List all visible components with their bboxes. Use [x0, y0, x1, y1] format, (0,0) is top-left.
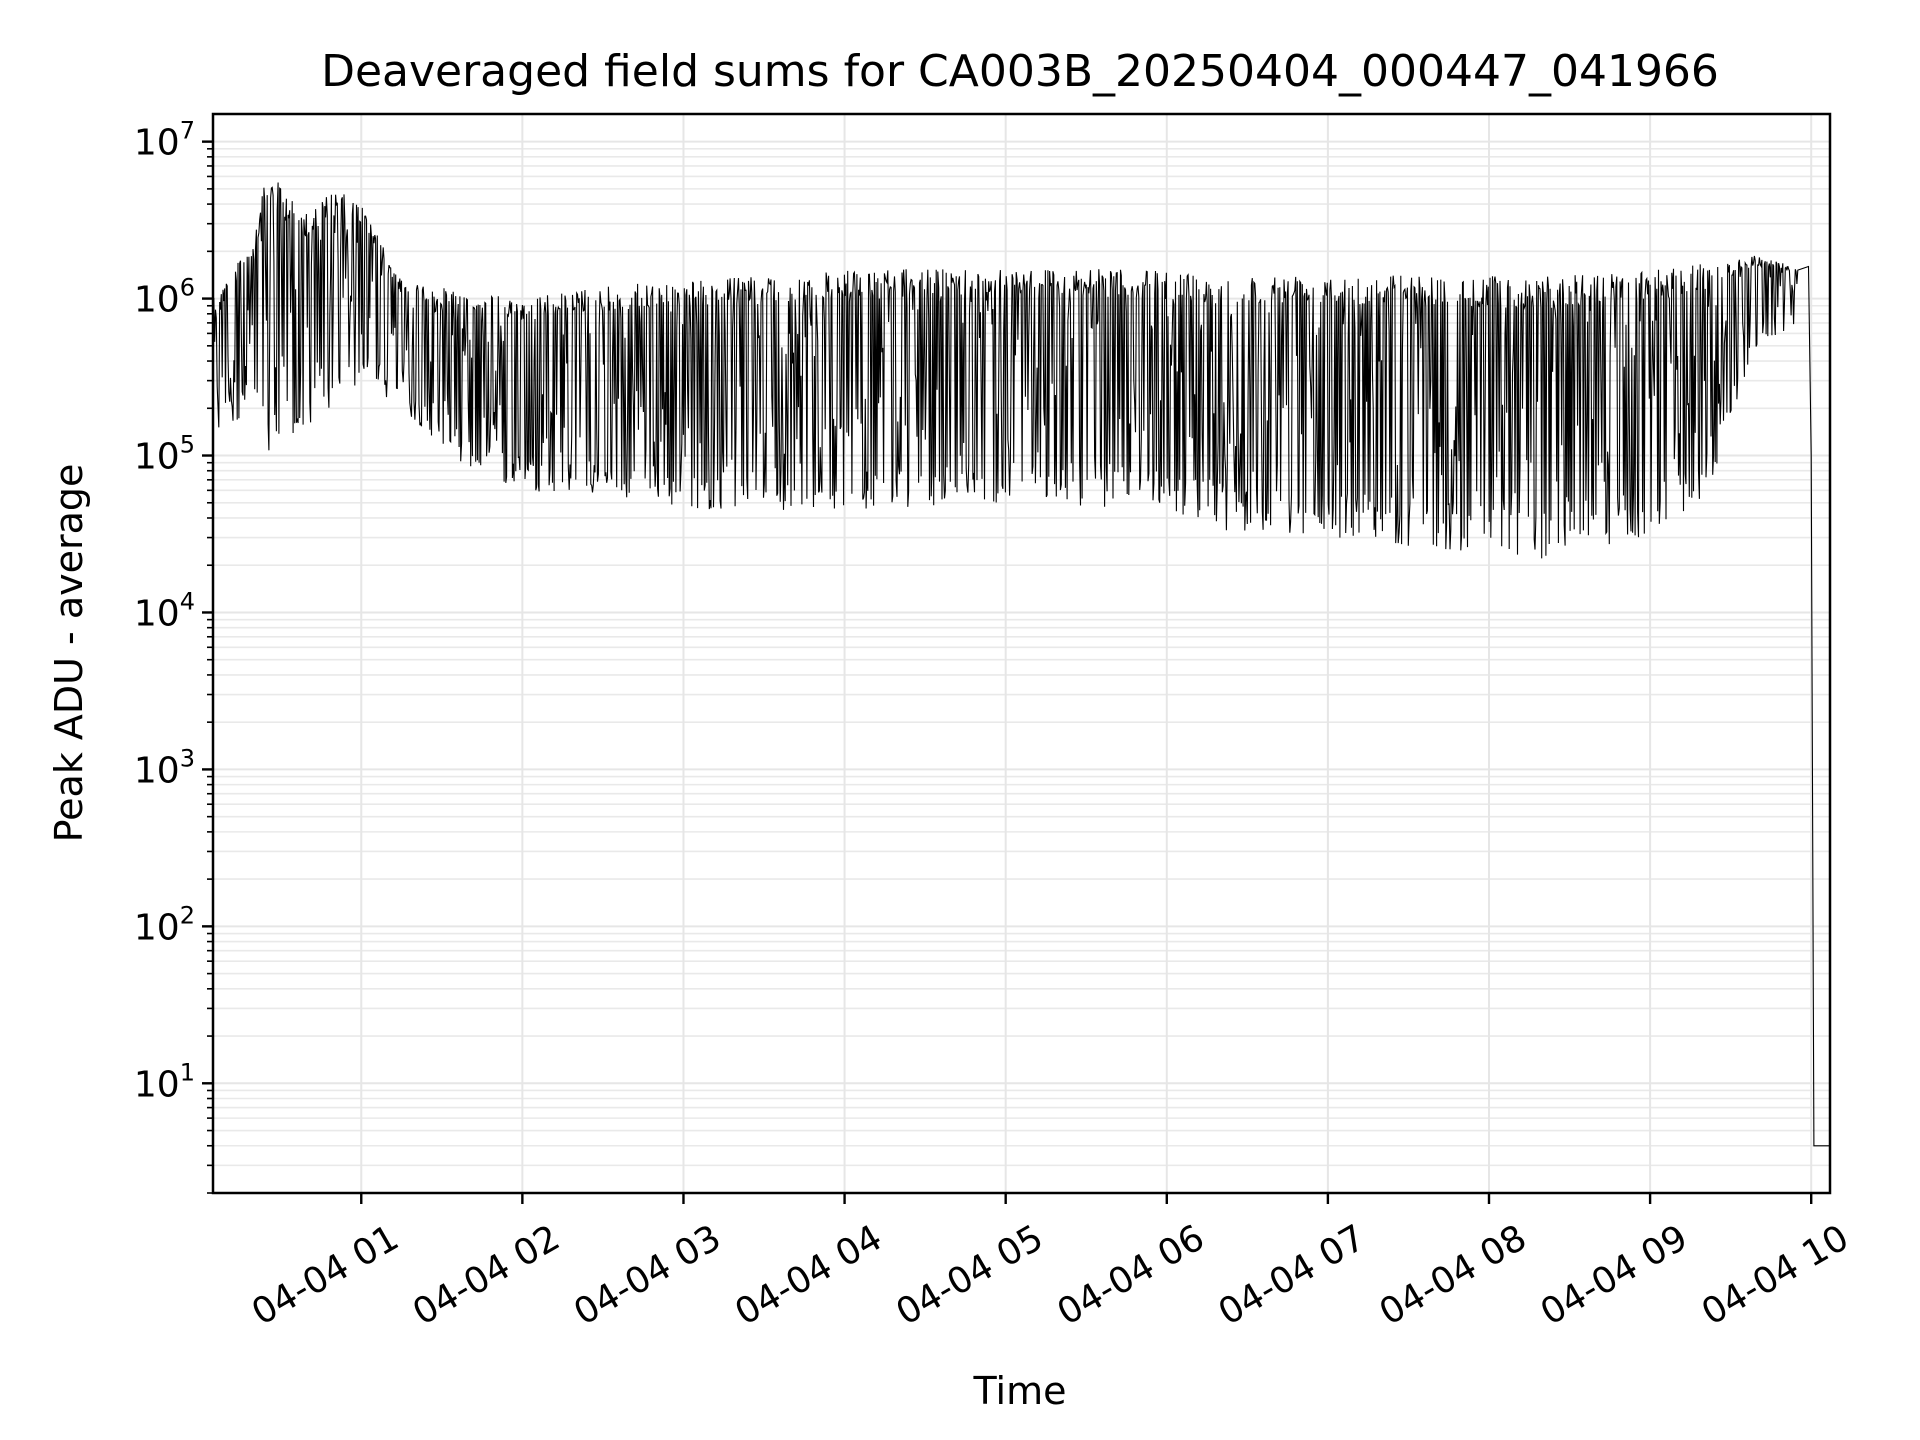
series-layer — [212, 182, 1830, 1147]
y-tick-label: 106 — [134, 274, 195, 321]
grid — [213, 114, 1830, 1194]
y-tick-label: 107 — [134, 117, 195, 164]
x-tick-label: 04-04 10 — [1695, 1217, 1856, 1333]
x-axis-label: Time — [973, 1369, 1067, 1413]
x-tick-label: 04-04 02 — [406, 1217, 567, 1333]
x-tick-label: 04-04 03 — [567, 1217, 728, 1333]
y-tick-label: 105 — [134, 431, 195, 478]
x-tick-label: 04-04 08 — [1373, 1217, 1534, 1333]
chart-title: Deaveraged field sums for CA003B_2025040… — [321, 46, 1719, 97]
y-tick-label: 102 — [134, 901, 195, 948]
x-axis: 04-04 01 04-04 02 04-04 03 04-04 04 04-04 05… — [245, 1193, 1856, 1334]
x-tick-label: 04-04 01 — [245, 1217, 406, 1333]
y-axis-label: Peak ADU - average — [47, 464, 91, 843]
y-axis: 101 102 103 104 105 106 107 — [134, 117, 213, 1194]
x-tick-label: 04-04 05 — [890, 1217, 1051, 1333]
x-tick-label: 04-04 04 — [728, 1217, 889, 1333]
x-tick-label: 04-04 09 — [1534, 1217, 1695, 1333]
y-tick-label: 103 — [134, 744, 195, 791]
x-tick-label: 04-04 07 — [1212, 1217, 1373, 1333]
series-line — [212, 182, 1830, 1147]
x-tick-label: 04-04 06 — [1051, 1217, 1212, 1333]
y-tick-label: 101 — [134, 1058, 195, 1105]
y-tick-label: 104 — [134, 587, 195, 634]
plot-frame — [211, 112, 1832, 1195]
